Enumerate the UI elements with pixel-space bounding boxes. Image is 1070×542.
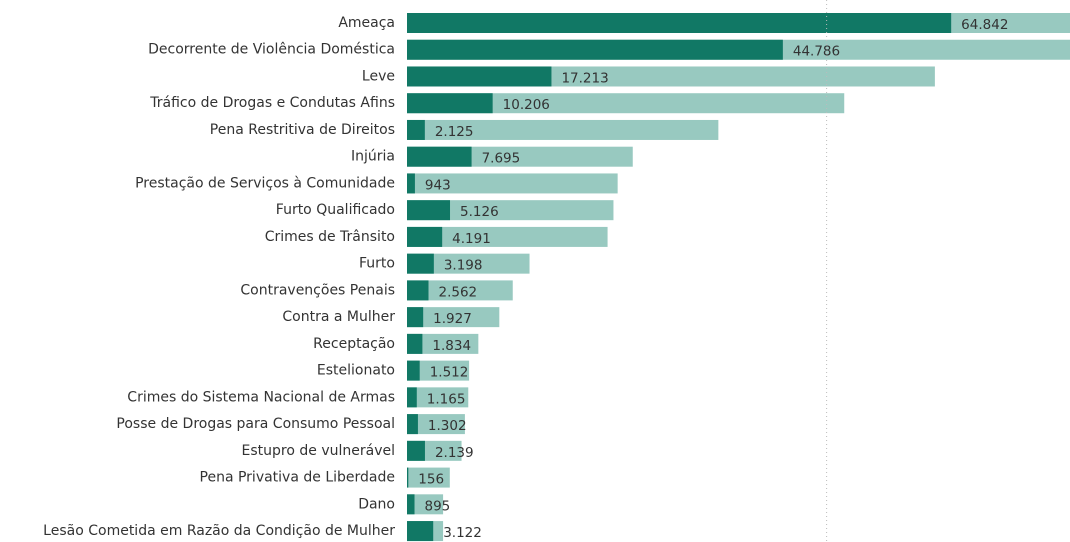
- bar: [407, 307, 500, 328]
- bar: [407, 119, 425, 140]
- value-label: 1.302: [428, 418, 467, 434]
- value-label: 943: [425, 177, 451, 193]
- bar: [407, 387, 417, 408]
- bar: [407, 440, 425, 461]
- value-label: 1.165: [427, 391, 466, 407]
- bar: [407, 93, 845, 114]
- bar: [407, 333, 479, 354]
- value-label: 5.126: [460, 204, 499, 220]
- category-label: Contravenções Penais: [240, 282, 395, 298]
- category-label: Prestação de Serviços à Comunidade: [135, 175, 395, 191]
- category-label: Furto Qualificado: [276, 202, 395, 218]
- bar: [407, 39, 783, 60]
- value-label: 3.122: [443, 525, 482, 541]
- bar: [407, 307, 424, 328]
- category-label: Pena Privativa de Liberdade: [200, 470, 395, 486]
- bar: [407, 467, 450, 488]
- category-label: Dano: [358, 496, 395, 512]
- bar: [407, 414, 465, 435]
- bar: [407, 414, 418, 435]
- bar: [407, 93, 493, 114]
- bar: [407, 253, 434, 274]
- bar: [407, 521, 434, 542]
- category-label: Pena Restritiva de Direitos: [210, 122, 395, 138]
- bar: [407, 494, 444, 515]
- value-label: 2.562: [439, 284, 478, 300]
- category-label: Leve: [362, 68, 395, 84]
- bar: [407, 119, 719, 140]
- bar: [407, 226, 443, 247]
- category-label: Posse de Drogas para Consumo Pessoal: [116, 416, 395, 432]
- bar: [407, 494, 415, 515]
- category-label: Receptação: [313, 336, 395, 352]
- category-label: Estelionato: [317, 363, 395, 379]
- value-label: 2.125: [435, 124, 474, 140]
- bar: [407, 66, 552, 87]
- bar: [407, 280, 429, 301]
- bar: [407, 173, 415, 194]
- category-label: Tráfico de Drogas e Condutas Afins: [149, 95, 395, 111]
- value-label: 156: [418, 472, 444, 488]
- category-label: Furto: [359, 256, 395, 272]
- bar: [407, 200, 451, 221]
- value-label: 17.213: [561, 70, 608, 86]
- category-label: Contra a Mulher: [282, 309, 395, 325]
- bar: [407, 173, 618, 194]
- value-label: 64.842: [961, 17, 1008, 33]
- bar: [407, 467, 409, 488]
- category-label: Crimes do Sistema Nacional de Armas: [127, 389, 395, 405]
- category-label: Estupro de vulnerável: [242, 443, 395, 459]
- bar: [407, 280, 513, 301]
- category-label: Crimes de Trânsito: [265, 229, 395, 245]
- bar: [407, 200, 614, 221]
- category-label: Injúria: [351, 149, 395, 165]
- value-label: 895: [425, 498, 451, 514]
- value-label: 10.206: [503, 97, 550, 113]
- category-label: Lesão Cometida em Razão da Condição de M…: [43, 523, 395, 539]
- value-label: 1.512: [430, 365, 469, 381]
- category-label: Decorrente de Violência Doméstica: [148, 42, 395, 58]
- value-label: 2.139: [435, 445, 474, 461]
- bar: [407, 146, 472, 167]
- bar: [407, 253, 530, 274]
- bar: [407, 387, 469, 408]
- value-label: 1.927: [433, 311, 472, 327]
- category-label: Ameaça: [338, 15, 395, 31]
- value-label: 7.695: [482, 151, 521, 167]
- bar: [407, 226, 608, 247]
- value-label: 44.786: [793, 44, 840, 60]
- value-label: 4.191: [452, 231, 491, 247]
- bar: [407, 333, 423, 354]
- bar: [407, 13, 952, 33]
- bar: [407, 360, 470, 381]
- value-label: 1.834: [432, 338, 471, 354]
- value-label: 3.198: [444, 258, 483, 274]
- bar: [407, 360, 420, 381]
